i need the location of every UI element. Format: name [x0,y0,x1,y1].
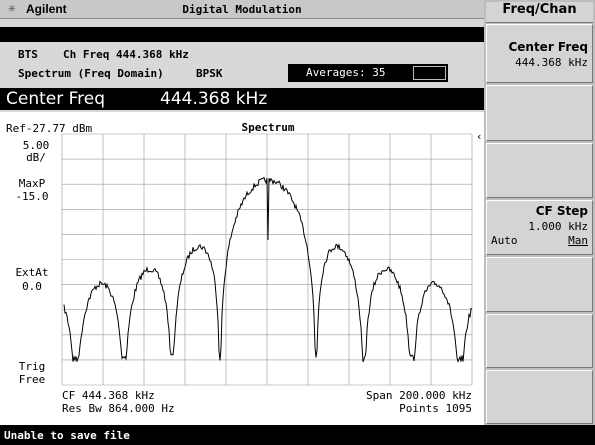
marker-arrow: ‹ [476,130,483,143]
softkey[interactable]: Center Freq 444.368 kHz [486,24,593,83]
active-function-value: 444.368 kHz [160,89,268,109]
softkey-value: 444.368 kHz [515,56,588,69]
spectrum-plot: Ref-27.77 dBm Spectrum ‹ 5.00 dB/ MaxP -… [0,112,484,425]
reference: Ref-27.77 dBm [6,122,92,135]
left-label: dB/ [26,151,46,164]
left-label: ExtAt [15,266,48,279]
softkey-label: CF Step [535,204,588,218]
graticule [61,133,473,386]
modulation: BPSK [196,67,223,80]
bottom-left-label: CF 444.368 kHz [62,389,155,402]
plot-title: Spectrum [242,121,295,134]
bottom-left-label: Res Bw 864.000 Hz [62,402,175,415]
active-function-bar [0,88,484,110]
menu-title: Freq/Chan [486,2,593,23]
black-bar [0,27,484,42]
softkey[interactable] [486,370,593,424]
bottom-right-label: Points 1095 [399,402,472,415]
active-function-label: Center Freq [6,89,106,109]
softkey[interactable] [486,314,593,368]
left-label: -15.0 [15,190,48,203]
header-title: Digital Modulation [182,3,302,16]
softkey[interactable]: CF Step 1.000 kHz Auto Man [486,200,593,255]
softkey-option: Man [568,234,588,247]
status-message: Unable to save file [4,429,130,442]
trace [63,176,473,363]
logo-icon: ✳ [8,1,16,16]
measurement: Spectrum (Freq Domain) [18,67,164,80]
softkey[interactable] [486,257,593,312]
bottom-right-label: Span 200.000 kHz [366,389,472,402]
softkey-option: Auto [491,234,518,247]
left-label: 0.0 [22,280,42,293]
left-label: Free [19,373,46,386]
averages: Averages: 35 [306,66,386,79]
softkey-value: 1.000 kHz [528,220,588,233]
averages-field [413,66,446,80]
left-label: 5.00 [23,139,50,152]
left-label: Trig [19,360,46,373]
averages-box [288,64,448,82]
softkey-label: Center Freq [508,40,588,54]
channel: Ch Freq 444.368 kHz [63,48,189,61]
left-label: MaxP [19,177,46,190]
mode: BTS [18,48,38,61]
softkey[interactable] [486,143,593,198]
status-bar [0,425,595,445]
header-bar [0,0,484,19]
logo: Agilent [26,2,67,16]
softkey[interactable] [486,85,593,141]
